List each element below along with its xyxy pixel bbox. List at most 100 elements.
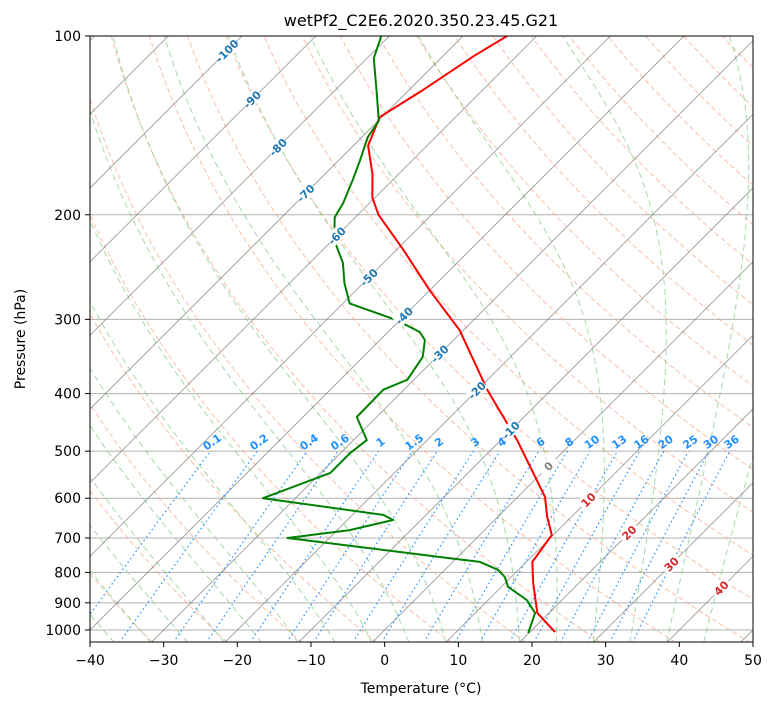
isotherm-label-bg [324,223,349,248]
dry-adiabat [148,36,676,642]
x-axis-label: Temperature (°C) [360,681,482,697]
mixing-ratio-label: 10 [582,432,602,452]
isotherm-line [90,36,464,410]
y-tick-label: 900 [54,596,81,612]
x-tick-label: −10 [296,653,326,669]
mixing-ratio-line [172,450,308,642]
moist-adiabat [0,36,77,643]
moist-adiabat [90,476,225,642]
moist-adiabat [309,36,558,642]
dry-adiabat [760,36,775,643]
moist-adiabat [90,219,373,642]
dry-adiabat [90,312,377,642]
mixing-ratio-label: 6 [534,435,548,450]
isotherm-label-bg [240,87,264,111]
isotherm-line [592,481,753,642]
profile-lines [262,36,556,634]
moist-adiabat [90,569,152,642]
dry-adiabat [90,573,153,642]
x-tick-label: 50 [744,653,762,669]
dry-adiabat [339,36,753,470]
x-tick-label: −30 [149,653,179,669]
dry-adiabat [90,403,303,642]
dry-adiabat [90,96,527,642]
moist-adiabat [90,109,410,642]
isotherm-line [224,113,753,642]
dry-adiabat [645,36,753,147]
isotherm-label-bg [536,454,560,478]
x-tick-label: −20 [223,653,253,669]
mixing-ratio-line [313,450,438,642]
mixing-ratio-line [479,450,591,642]
mixing-ratio-label: 2 [432,435,446,450]
mixing-ratio-label: 13 [609,433,629,452]
y-tick-label: 300 [54,312,81,328]
isotherm-line [90,36,685,631]
dry-adiabat [492,36,753,306]
dry-adiabat [530,36,753,266]
moist-adiabat [703,454,753,642]
y-tick-label: 200 [54,208,81,224]
isotherm-label-bg [659,552,683,576]
y-axis-label: Pressure (hPa) [13,289,29,389]
isotherm-label-bg [576,487,600,512]
isotherm-label-bg [617,520,641,545]
mixing-ratio-label: 0.2 [247,431,270,453]
isotherm-label-bg [498,418,523,442]
mixing-ratio-line [454,450,568,642]
isotherm-line [90,36,317,263]
dry-adiabat [721,36,753,69]
moist-adiabat [90,300,336,642]
isotherm-line [90,36,611,558]
dry-adiabat [225,36,753,600]
mixing-ratio-label: 1.5 [403,431,426,453]
isotherm-label-bg [356,265,381,289]
x-tick-label: 20 [523,653,541,669]
mixing-ratio-line [559,450,665,642]
dry-adiabat [187,36,751,642]
x-tick-label: 40 [670,653,688,669]
dry-adiabat [568,36,753,226]
mixing-ratio-label: 8 [563,435,577,450]
y-tick-label: 100 [54,29,81,45]
mixing-ratio-line [286,450,413,642]
mixing-ratio-label: 30 [701,432,721,452]
moist-adiabat [666,36,750,642]
dry-adiabat [683,36,753,108]
dry-adiabat [0,36,3,643]
mixing-ratio-line [381,450,501,642]
x-tick-label: 0 [380,653,389,669]
dry-adiabat [377,36,753,429]
isotherm-line [90,36,390,337]
dry-adiabat [606,36,753,186]
isotherm-label-bg [265,135,290,159]
mixing-ratio-label: 3 [468,435,482,450]
isotherm-line [150,39,753,642]
isotherm-line [298,187,753,642]
mixing-ratio-label: 1 [374,435,388,450]
mixing-ratio-line [423,450,540,642]
mixing-ratio-label: 36 [722,432,742,452]
y-tick-label: 800 [54,565,81,581]
isotherm-label-bg [215,38,239,63]
mixing-ratio-line [206,450,339,642]
isotherm-label-bg [709,576,733,600]
x-tick-label: −40 [75,653,105,669]
mixing-ratio-line [609,450,710,642]
moist-adiabat [163,36,484,642]
dry-adiabat [301,36,753,513]
isotherm-line [666,555,753,642]
mixing-ratio-label: 0.6 [328,431,352,453]
mixing-ratio-line [119,450,258,642]
moist-adiabat [417,36,605,642]
mixing-ratio-line [352,450,474,642]
y-tick-label: 500 [54,444,81,460]
axes: −40 −30 −20 −10 0 10 20 30 40 5010020030040050060… [45,29,762,669]
mixing-ratio-line [586,450,690,642]
x-tick-label: 30 [597,653,615,669]
dry-adiabat [90,213,452,642]
dry-adiabat [0,36,78,643]
moist-adiabat [90,524,189,642]
mixing-ratio-label: 25 [680,433,700,452]
